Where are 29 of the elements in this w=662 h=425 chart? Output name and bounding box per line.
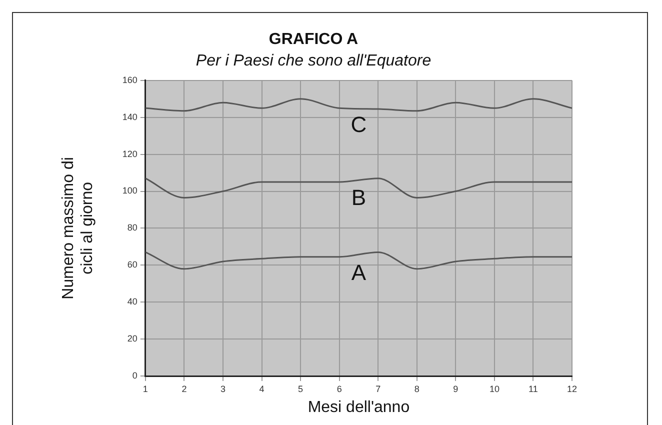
y-tick-label: 100 — [122, 186, 138, 196]
x-tick-label: 9 — [453, 384, 458, 394]
y-tick-label: 20 — [127, 334, 138, 344]
y-tick-label: 140 — [122, 112, 138, 122]
x-tick-label: 12 — [566, 384, 578, 394]
series-label: B — [351, 185, 366, 210]
x-tick-label: 2 — [182, 384, 187, 394]
chart-title: GRAFICO A — [268, 31, 359, 48]
y-axis-title: Numero massimo di cicli al giorno — [60, 157, 96, 300]
y-tick-label: 0 — [132, 370, 138, 380]
x-tick-label: 3 — [220, 384, 226, 394]
series-label: A — [351, 260, 366, 285]
y-tick-label: 80 — [127, 222, 138, 233]
x-tick-label: 11 — [528, 384, 538, 394]
x-tick-label: 6 — [336, 384, 342, 394]
x-axis-title: Mesi dell'anno — [308, 398, 410, 416]
series-label: C — [350, 112, 367, 138]
x-tick-label: 10 — [489, 384, 500, 394]
x-tick-label: 8 — [414, 384, 420, 394]
chart-subtitle: Per i Paesi che sono all'Equatore — [196, 52, 432, 70]
x-tick-label: 1 — [142, 384, 148, 394]
y-tick-label: 120 — [122, 148, 138, 159]
x-tick-label: 4 — [259, 384, 264, 394]
y-tick-label: 40 — [127, 296, 138, 307]
y-tick-label: 60 — [127, 260, 138, 270]
line-series — [145, 98, 572, 112]
y-tick-label: 160 — [122, 74, 138, 85]
x-tick-label: 7 — [376, 384, 381, 394]
x-tick-label: 5 — [298, 384, 304, 394]
